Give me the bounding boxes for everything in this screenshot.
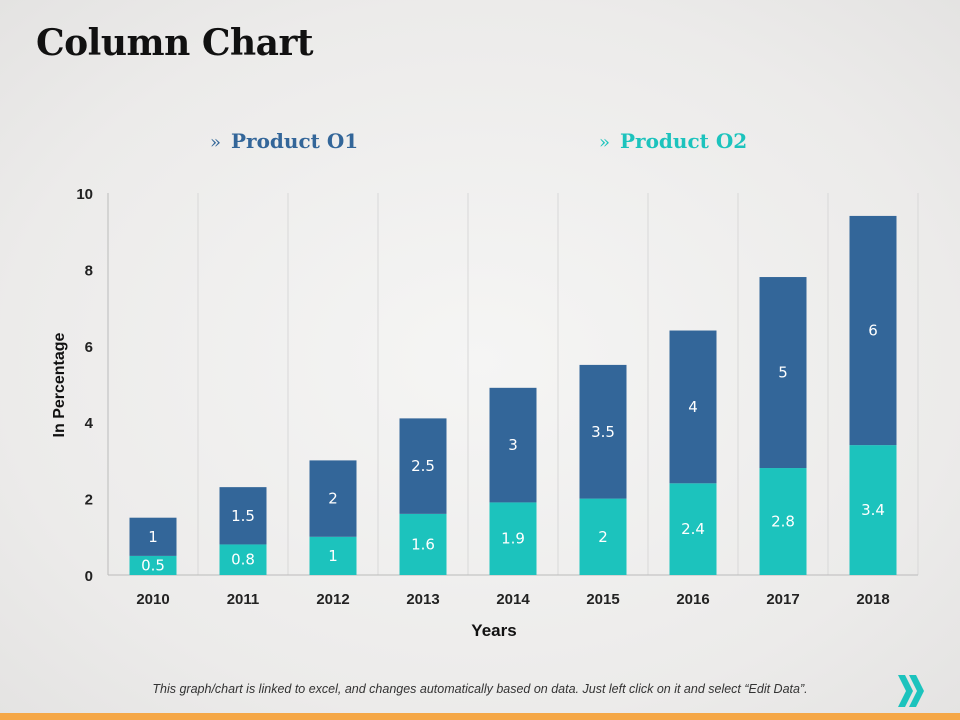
data-label: 2.5 [411,457,435,475]
bar-product-o2 [759,468,807,575]
y-tick-label: 10 [76,186,93,203]
data-label: 1 [148,528,158,546]
double-chevron-icon[interactable] [896,673,926,709]
bar-product-o2 [399,513,447,575]
y-axis-label: In Percentage [51,332,68,437]
legend-marker-icon: » [599,132,611,153]
bar-product-o1 [489,387,537,503]
bar-product-o1 [219,487,267,545]
legend-label: Product O1 [231,129,359,153]
data-label: 1 [328,547,338,565]
legend-product-o2: » Product O2 [599,129,747,153]
bar-product-o2 [849,445,897,575]
data-label: 1.9 [501,530,525,548]
x-tick-label: 2011 [227,591,260,608]
bar-product-o1 [849,215,897,446]
data-label: 1.6 [411,535,435,553]
data-label: 0.5 [141,556,165,574]
bar-product-o1 [399,418,447,514]
x-tick-label: 2018 [856,591,889,608]
accent-bar [0,713,960,720]
bar-product-o1 [309,460,357,537]
bar-product-o2 [129,555,177,575]
bar-product-o1 [129,517,177,556]
bar-product-o2 [219,544,267,575]
data-label: 2.8 [771,513,795,531]
bar-product-o2 [579,498,627,575]
data-label: 3 [508,436,518,454]
bar-product-o1 [759,277,807,469]
data-label: 2.4 [681,520,705,538]
bar-product-o1 [669,330,717,484]
data-label: 2 [328,490,338,508]
data-label: 1.5 [231,507,255,525]
legend-marker-icon: » [210,132,222,153]
x-tick-label: 2014 [496,591,530,608]
bar-product-o2 [489,502,537,575]
data-label: 2 [598,528,608,546]
y-tick-label: 8 [85,262,93,279]
x-tick-label: 2012 [316,591,349,608]
x-tick-label: 2016 [676,591,709,608]
x-tick-label: 2017 [766,591,799,608]
y-tick-label: 2 [85,492,93,509]
y-tick-label: 0 [85,568,93,585]
x-tick-label: 2010 [136,591,169,608]
x-tick-label: 2015 [586,591,619,608]
data-label: 4 [688,398,698,416]
legend-product-o1: » Product O1 [210,129,358,153]
x-tick-label: 2013 [406,591,439,608]
data-label: 6 [868,322,878,340]
bar-product-o2 [669,483,717,575]
footer-note: This graph/chart is linked to excel, and… [0,682,960,696]
bar-product-o1 [579,364,627,499]
legend-label: Product O2 [620,129,748,153]
page-title: Column Chart [36,22,314,64]
y-tick-label: 4 [85,415,94,432]
data-label: 0.8 [231,551,255,569]
bar-product-o2 [309,536,357,575]
data-label: 3.5 [591,423,615,441]
y-tick-label: 6 [85,339,93,356]
footer-text: This graph/chart is linked to excel, and… [152,682,808,696]
data-label: 5 [778,364,788,382]
data-label: 3.4 [861,501,885,519]
x-axis-label: Years [471,621,516,640]
